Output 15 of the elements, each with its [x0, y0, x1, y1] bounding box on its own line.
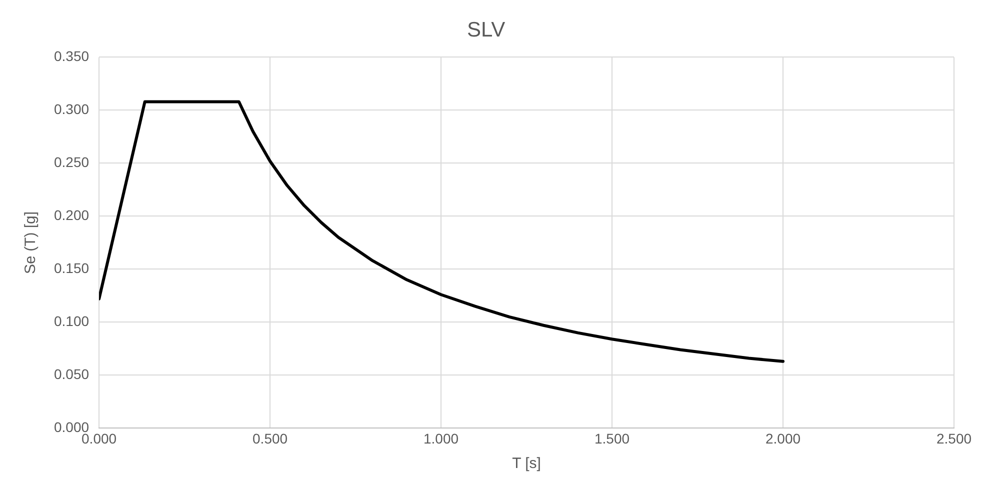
- y-tick-label: 0.100: [54, 313, 90, 330]
- x-tick-label: 2.500: [936, 430, 972, 446]
- y-axis-title: Se (T) [g]: [22, 211, 40, 274]
- y-tick-label: 0.350: [54, 48, 90, 64]
- x-tick-label: 2.000: [765, 430, 801, 446]
- x-tick-label: 0.500: [252, 430, 288, 446]
- chart-title: SLV: [466, 18, 506, 42]
- x-tick-label: 1.500: [594, 430, 630, 446]
- x-tick-label: 1.000: [423, 430, 459, 446]
- y-tick-label: 0.150: [54, 260, 90, 276]
- y-tick-label: 0.250: [54, 154, 90, 170]
- x-axis-title: T [s]: [512, 455, 541, 472]
- y-tick-label: 0.050: [54, 366, 90, 382]
- y-tick-label: 0.300: [54, 101, 90, 118]
- y-tick-label: 0.200: [54, 207, 90, 224]
